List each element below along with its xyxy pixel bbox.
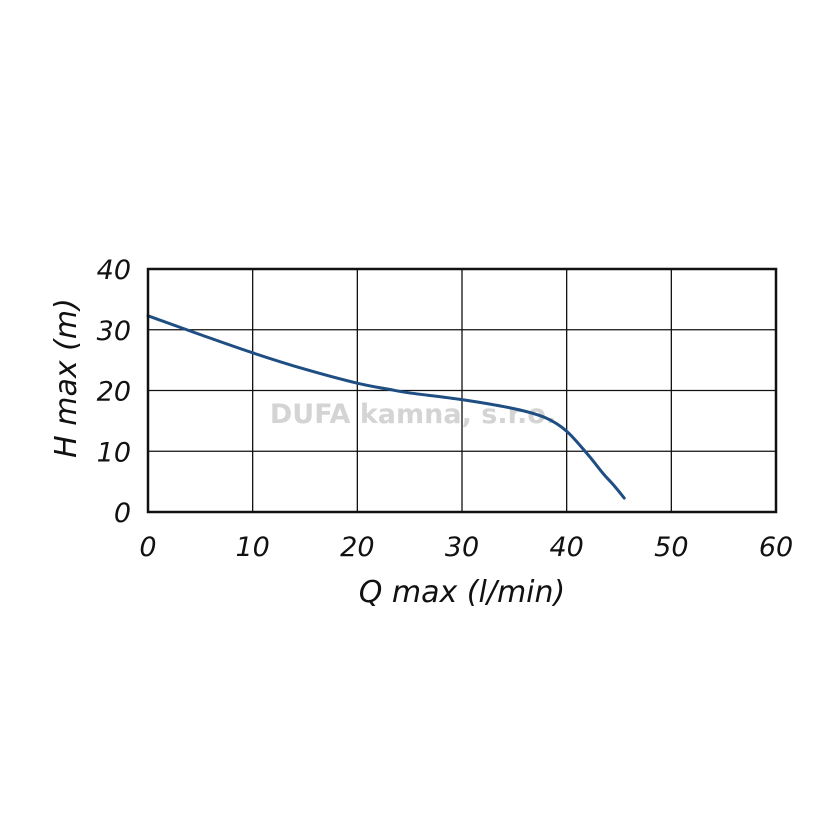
y-tick-labels: 0 10 20 30 40	[97, 255, 131, 529]
x-tick-label: 20	[340, 532, 374, 563]
series-layer	[146, 314, 626, 500]
series-line	[146, 314, 626, 500]
x-tick-label: 40	[549, 532, 583, 563]
x-tick-label: 0	[139, 532, 156, 563]
y-tick-label: 10	[97, 437, 131, 468]
plot-frame	[146, 267, 778, 514]
x-tick-label: 50	[654, 532, 688, 563]
x-tick-label: 10	[235, 532, 269, 563]
x-axis-title: Q max (l/min)	[359, 575, 565, 610]
y-tick-label: 0	[114, 498, 131, 529]
x-tick-label: 60	[759, 532, 793, 563]
y-axis-title: H max (m)	[49, 298, 84, 458]
watermark-text: DUFA kamna, s.r.o.	[270, 399, 556, 430]
y-tick-label: 20	[97, 377, 131, 408]
y-tick-label: 40	[97, 255, 131, 286]
x-tick-label: 30	[445, 532, 479, 563]
grid	[148, 269, 776, 512]
y-tick-label: 30	[97, 316, 131, 347]
x-tick-labels: 0 10 20 30 40 50 60	[139, 532, 793, 563]
